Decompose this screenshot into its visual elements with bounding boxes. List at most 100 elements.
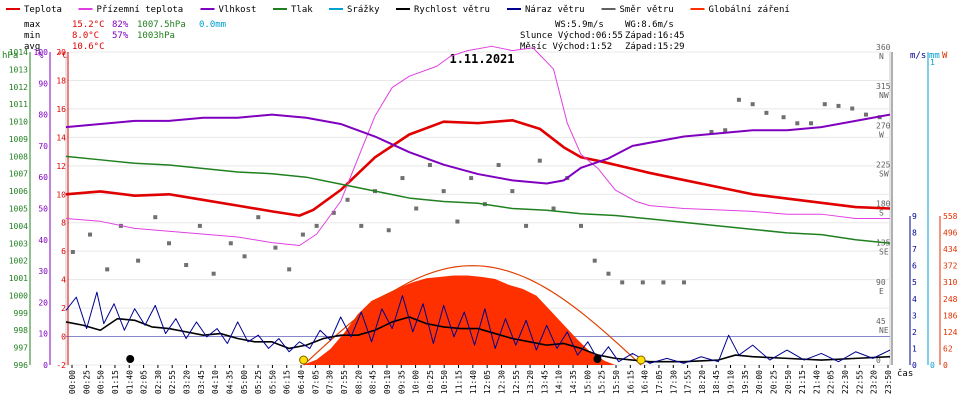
stats-avg-label: avg (24, 42, 40, 52)
x-tick-label: 08:20 (354, 370, 363, 394)
pressure-axis-tick: 1013 (9, 65, 28, 74)
x-tick-label: 12:55 (512, 370, 521, 394)
x-tick-label: 23:50 (884, 370, 893, 394)
stats-sun-set: Západ:16:45 (625, 31, 685, 41)
wind-direction-point (228, 241, 233, 246)
x-tick-label: 15:00 (583, 370, 592, 394)
wind-direction-point (510, 189, 515, 194)
wind-tick: 3 (912, 311, 917, 320)
legend-label: Směr větru (620, 5, 674, 15)
wind-direction-point (455, 219, 460, 224)
x-tick-label: 11:40 (469, 370, 478, 394)
left-axes: 9969979989991000100110021003100410051006… (9, 48, 69, 370)
pressure-axis-tick: 998 (14, 326, 29, 335)
wind-direction-point (850, 106, 855, 111)
wind-tick: 7 (912, 245, 917, 254)
stats-max-temp: 15.2°C (72, 20, 105, 30)
wind-direction-point (105, 267, 110, 272)
wind-direction-point (822, 102, 827, 107)
wind-tick: 5 (912, 278, 917, 287)
x-tick-label: 22:30 (841, 370, 850, 394)
x-tick-label: 14:10 (555, 370, 564, 394)
temperature-axis-tick: 20 (56, 48, 66, 57)
legend-label: Teplota (24, 5, 62, 15)
pressure-axis-tick: 1010 (9, 118, 28, 127)
stats-avg-temp: 10.6°C (72, 42, 105, 52)
x-tick-label: 17:55 (684, 370, 693, 394)
x-tick-label: 21:40 (812, 370, 821, 394)
wind-direction-point (153, 215, 158, 220)
pressure-axis-tick: 1011 (9, 100, 28, 109)
pressure-axis-tick: 1000 (9, 291, 28, 300)
wind-direction-point (836, 103, 841, 108)
wind-direction-point (750, 102, 755, 107)
temperature-axis-tick: 6 (61, 247, 66, 256)
x-tick-label: 16:40 (641, 370, 650, 394)
x-tick-label: 03:45 (197, 370, 206, 394)
wind-tick: 9 (912, 212, 917, 221)
x-tick-label: 20:50 (784, 370, 793, 394)
pressure-axis-tick: 1001 (9, 274, 28, 283)
stats-min-pressure: 1003hPa (137, 31, 175, 41)
x-tick-label: 10:25 (426, 370, 435, 394)
wind-direction-point (359, 223, 364, 228)
temperature-axis-tick: 16 (56, 105, 66, 114)
winddir-label: NW (879, 91, 889, 100)
stats-sun: Slunce Východ:06:55 (520, 31, 623, 41)
x-tick-label: 02:05 (140, 370, 149, 394)
x-tick-label: 07:30 (326, 370, 335, 394)
wind-direction-point (736, 97, 741, 102)
radiation-tick: 248 (943, 295, 958, 304)
sunset-marker (636, 355, 646, 365)
x-tick-label: 18:45 (712, 370, 721, 394)
temperature-axis-tick: 12 (56, 162, 66, 171)
x-tick-label: 15:50 (612, 370, 621, 394)
winddir-tick: 180 (876, 200, 891, 209)
wind-direction-point (136, 258, 141, 263)
x-tick-label: 19:10 (727, 370, 736, 394)
sunrise-marker (299, 355, 309, 365)
wind-direction-point (781, 115, 786, 120)
x-tick-label: 01:40 (125, 370, 134, 394)
wind-direction-point (88, 232, 93, 237)
temperature-axis-tick: 8 (61, 219, 66, 228)
wind-direction-point (809, 121, 814, 126)
wind-tick: 6 (912, 262, 917, 271)
winddir-tick: 90 (876, 278, 886, 287)
temperature-axis-tick: 14 (56, 133, 66, 142)
wind-direction-point (256, 215, 261, 220)
rain-tick: 1 (930, 58, 935, 67)
temperature-axis-tick: -2 (56, 361, 66, 370)
wind-tick: 0 (912, 361, 917, 370)
x-tick-label: 07:55 (340, 370, 349, 394)
x-tick-label: 04:35 (225, 370, 234, 394)
x-tick-label: 23:20 (870, 370, 879, 394)
x-tick-label: 17:05 (655, 370, 664, 394)
pressure-axis-tick: 1005 (9, 205, 28, 214)
temperature-axis-tick: 4 (61, 276, 66, 285)
x-tick-label: 02:30 (154, 370, 163, 394)
axis-title-ms: m/s (910, 51, 926, 61)
wind-direction-point (441, 189, 446, 194)
x-tick-label: 03:20 (183, 370, 192, 394)
wind-direction-point (314, 223, 319, 228)
legend-label: Vlhkost (219, 5, 257, 15)
x-tick-label: 10:50 (440, 370, 449, 394)
pressure-axis-tick: 1004 (9, 222, 28, 231)
humidity-axis-tick: 50 (38, 205, 48, 214)
x-tick-label: 00:00 (68, 370, 77, 394)
stats-moon-set: Západ:15:29 (625, 42, 685, 52)
wind-direction-point (709, 129, 714, 134)
wind-direction-point (400, 176, 405, 181)
humidity-axis-tick: 80 (38, 111, 48, 120)
wind-direction-point (300, 232, 305, 237)
x-tick-label: 22:55 (855, 370, 864, 394)
x-tick-label: 09:35 (397, 370, 406, 394)
series-p-zemn-teplota (65, 45, 890, 246)
wind-direction-point (211, 271, 216, 276)
axis-title-w: W (942, 51, 948, 61)
wind-direction-point (427, 163, 432, 168)
stats-max-pressure: 1007.5hPa (137, 20, 186, 30)
rain-tick: 0 (930, 361, 935, 370)
wind-direction-point (592, 258, 597, 263)
